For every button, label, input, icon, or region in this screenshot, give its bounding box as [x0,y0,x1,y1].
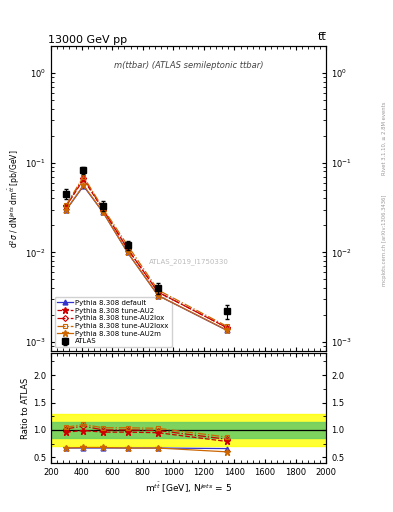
Bar [51,422,326,438]
Text: m(ttbar) (ATLAS semileptonic ttbar): m(ttbar) (ATLAS semileptonic ttbar) [114,61,263,70]
Pythia 8.308 default [156,292,160,298]
Pythia 8.308 tune-AU2 [81,177,86,183]
Text: 13000 GeV pp: 13000 GeV pp [48,35,127,45]
Line: Pythia 8.308 tune-AU2loxx: Pythia 8.308 tune-AU2loxx [64,174,229,329]
Pythia 8.308 tune-AU2loxx [125,242,130,248]
Pythia 8.308 tune-AU2loxx [156,287,160,293]
Y-axis label: d$^{2}\sigma$ / dN$^{jets}$ dm$^{t\bar{t}}$ [pb/GeV]: d$^{2}\sigma$ / dN$^{jets}$ dm$^{t\bar{t… [7,149,22,248]
Bar [51,414,326,446]
Text: mcplots.cern.ch [arXiv:1306.3436]: mcplots.cern.ch [arXiv:1306.3436] [382,195,387,286]
Pythia 8.308 tune-AU2 [156,289,160,295]
Text: ATLAS_2019_I1750330: ATLAS_2019_I1750330 [149,259,229,265]
Pythia 8.308 tune-AU2m [156,292,160,298]
Pythia 8.308 tune-AU2lox [81,175,86,181]
Pythia 8.308 tune-AU2m [101,209,105,216]
Text: tt̅: tt̅ [318,32,326,41]
Legend: Pythia 8.308 default, Pythia 8.308 tune-AU2, Pythia 8.308 tune-AU2lox, Pythia 8.: Pythia 8.308 default, Pythia 8.308 tune-… [55,297,172,347]
Pythia 8.308 default [81,183,86,189]
Pythia 8.308 default [101,209,105,216]
Pythia 8.308 tune-AU2m [81,182,86,188]
Line: Pythia 8.308 tune-AU2: Pythia 8.308 tune-AU2 [63,176,230,331]
Pythia 8.308 tune-AU2lox [64,203,69,209]
Y-axis label: Ratio to ATLAS: Ratio to ATLAS [21,378,30,439]
Pythia 8.308 default [125,249,130,255]
Pythia 8.308 tune-AU2lox [101,206,105,212]
Line: Pythia 8.308 tune-AU2lox: Pythia 8.308 tune-AU2lox [64,176,229,330]
Pythia 8.308 default [64,206,69,212]
Line: Pythia 8.308 tune-AU2m: Pythia 8.308 tune-AU2m [63,182,230,333]
Pythia 8.308 tune-AU2 [224,325,229,331]
Pythia 8.308 tune-AU2 [101,206,105,212]
Pythia 8.308 tune-AU2lox [224,325,229,331]
Pythia 8.308 tune-AU2loxx [224,323,229,329]
Pythia 8.308 tune-AU2m [64,206,69,212]
Pythia 8.308 tune-AU2m [224,327,229,333]
Line: Pythia 8.308 default: Pythia 8.308 default [64,184,229,333]
Pythia 8.308 tune-AU2loxx [81,174,86,180]
Pythia 8.308 default [224,327,229,333]
Pythia 8.308 tune-AU2lox [125,246,130,252]
Pythia 8.308 tune-AU2 [64,203,69,209]
Pythia 8.308 tune-AU2 [125,246,130,252]
Pythia 8.308 tune-AU2loxx [64,202,69,208]
X-axis label: m$^{t\bar{t}}$ [GeV], N$^{jets}$ = 5: m$^{t\bar{t}}$ [GeV], N$^{jets}$ = 5 [145,480,232,495]
Text: Rivet 3.1.10, ≥ 2.8M events: Rivet 3.1.10, ≥ 2.8M events [382,101,387,175]
Pythia 8.308 tune-AU2m [125,249,130,255]
Pythia 8.308 tune-AU2lox [156,289,160,295]
Pythia 8.308 tune-AU2loxx [101,205,105,211]
